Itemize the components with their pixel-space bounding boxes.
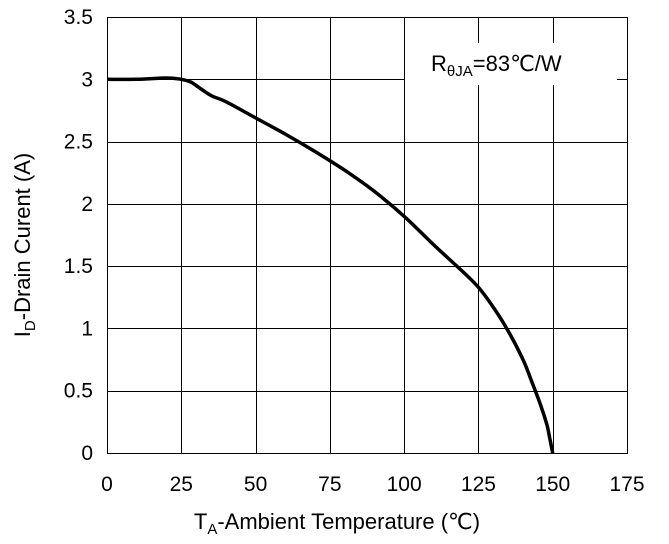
y-axis-label-main: I xyxy=(10,331,35,337)
grid-lines xyxy=(107,17,628,454)
annotation-rthetaja: RθJA=83℃/W xyxy=(431,51,562,80)
plot-frame xyxy=(107,17,628,454)
x-axis-label-main: T xyxy=(194,509,207,534)
x-tick-label: 75 xyxy=(318,473,341,496)
y-tick-labels: 0 0.5 1 1.5 2 2.5 3 3.5 xyxy=(64,6,93,465)
x-tick-label: 50 xyxy=(244,473,267,496)
annotation-main: R xyxy=(431,51,447,76)
x-tick-label: 0 xyxy=(101,473,113,496)
x-tick-label: 150 xyxy=(535,473,570,496)
y-tick-label: 2.5 xyxy=(64,131,93,154)
x-axis-label-rest: -Ambient Temperature (℃) xyxy=(217,509,480,534)
y-tick-label: 2 xyxy=(81,193,93,216)
x-tick-label: 100 xyxy=(387,473,422,496)
x-axis-label-sub: A xyxy=(207,521,217,538)
x-tick-label: 25 xyxy=(170,473,193,496)
annotation-rest: =83℃/W xyxy=(473,51,562,76)
series-layer xyxy=(106,76,555,454)
y-tick-label: 1.5 xyxy=(64,255,93,278)
x-axis-label: TA-Ambient Temperature (℃) xyxy=(194,509,480,538)
y-tick-label: 3.5 xyxy=(64,6,93,29)
y-axis-label: ID-Drain Curent (A) xyxy=(10,153,39,337)
y-axis-label-rest: -Drain Curent (A) xyxy=(10,153,35,320)
series-line-0 xyxy=(106,76,555,454)
y-tick-label: 0 xyxy=(81,442,93,465)
x-tick-labels: 0 25 50 75 100 125 150 175 xyxy=(101,473,644,496)
annotation-background xyxy=(405,43,617,85)
y-tick-label: 0.5 xyxy=(64,380,93,403)
x-tick-label: 125 xyxy=(461,473,496,496)
y-tick-label: 1 xyxy=(81,317,93,340)
x-tick-label: 175 xyxy=(609,473,644,496)
y-axis-label-sub: D xyxy=(22,320,39,331)
annotation-sub: θJA xyxy=(447,63,473,80)
y-tick-label: 3 xyxy=(81,68,93,91)
